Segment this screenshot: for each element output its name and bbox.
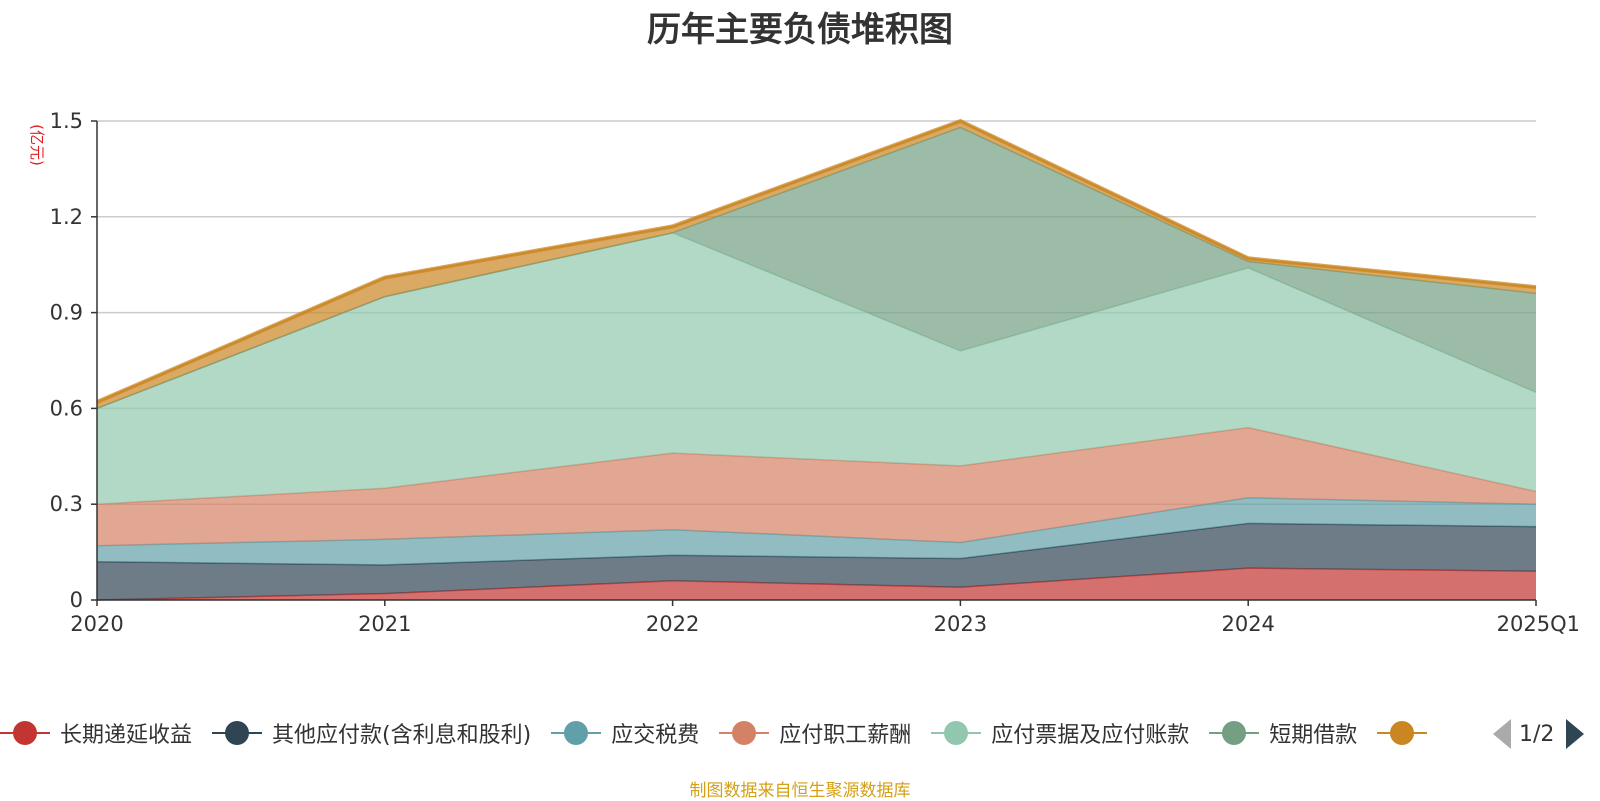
x-tick-label: 2022 [646,612,699,636]
legend-marker-icon [551,718,602,748]
y-tick-label: 0.6 [50,396,83,420]
x-tick-label: 2024 [1221,612,1274,636]
legend-marker-dot [564,721,589,745]
chart-title: 历年主要负债堆积图 [647,10,953,50]
y-tick-label: 1.5 [50,109,83,133]
y-tick-label: 0.3 [50,492,83,516]
legend-item-6[interactable] [1377,718,1437,748]
legend-label: 应付票据及应付账款 [991,723,1190,748]
area-series-3[interactable] [97,427,1536,546]
legend-marker-dot [225,721,250,745]
legend-item-3[interactable]: 应付职工薪酬 [719,717,911,749]
legend-marker-icon [719,718,770,748]
area-series-1[interactable] [97,523,1536,600]
x-tick-label: 2021 [358,612,411,636]
legend-marker-icon [1209,718,1260,748]
y-tick-label: 0.9 [50,301,83,325]
legend-label: 应交税费 [611,723,700,748]
legend-item-2[interactable]: 应交税费 [551,717,699,749]
area-series-2[interactable] [97,497,1536,565]
x-tick-label: 2023 [934,612,987,636]
legend-item-1[interactable]: 其他应付款(含利息和股利) [212,717,531,749]
legend-label: 短期借款 [1269,723,1358,748]
legend-marker-icon [0,718,50,748]
legend-marker-dot [732,721,757,745]
legend-label: 应付职工薪酬 [779,723,912,748]
axes: 0 0.3 0.6 0.9 1.2 1.5 2020 2021 2022 2023 2024 2025… [50,109,1580,636]
legend-label: 长期递延收益 [60,723,193,748]
legend-marker-icon [931,718,982,748]
stacked-areas [96,118,1537,601]
legend-pager: 1/2 [1493,719,1600,749]
legend-item-5[interactable]: 短期借款 [1209,717,1357,749]
legend: 长期递延收益 其他应付款(含利息和股利) 应交税费 应付职工薪酬 应付票据及应付账款 短期… [0,715,1600,751]
area-series-5[interactable] [97,127,1536,409]
legend-next-page-button[interactable] [1566,719,1585,749]
x-tick-label: 2025Q1 [1497,612,1580,636]
legend-marker-dot [1222,721,1247,745]
legend-marker-dot [1390,721,1415,745]
chart-area: 0 0.3 0.6 0.9 1.2 1.5 2020 2021 2022 2023 2024 2025… [28,109,1580,636]
legend-marker-icon [1377,718,1428,748]
legend-marker-icon [212,718,263,748]
area-series-6[interactable] [97,121,1536,409]
legend-prev-page-button[interactable] [1493,719,1511,749]
y-axis-unit-label: (亿元) [28,124,46,166]
area-line-series-5 [96,126,1537,410]
top-outline [96,118,1537,404]
x-tick-label: 2020 [70,612,123,636]
legend-item-0[interactable]: 长期递延收益 [0,717,192,749]
y-tick-label: 1.2 [50,205,83,229]
source-note: 制图数据来自恒生聚源数据库 [689,781,911,801]
y-tick-label: 0 [70,588,83,612]
legend-marker-dot [13,721,37,745]
legend-page-indicator: 1/2 [1519,721,1555,747]
legend-label: 其他应付款(含利息和股利) [272,723,532,748]
legend-item-4[interactable]: 应付票据及应付账款 [931,717,1189,749]
area-series-4[interactable] [97,232,1536,505]
legend-marker-dot [944,721,969,745]
